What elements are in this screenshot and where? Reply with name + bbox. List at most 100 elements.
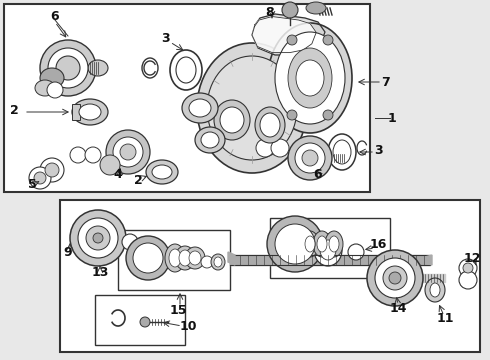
Ellipse shape xyxy=(56,56,80,80)
Ellipse shape xyxy=(185,247,205,269)
Ellipse shape xyxy=(329,236,339,252)
Ellipse shape xyxy=(72,99,108,125)
Ellipse shape xyxy=(122,234,138,250)
Ellipse shape xyxy=(287,35,297,45)
Ellipse shape xyxy=(201,132,219,148)
Text: 3: 3 xyxy=(161,31,170,45)
Ellipse shape xyxy=(179,250,191,266)
Ellipse shape xyxy=(260,113,280,137)
Ellipse shape xyxy=(86,226,110,250)
Bar xyxy=(60,200,480,352)
Polygon shape xyxy=(252,17,316,53)
Ellipse shape xyxy=(383,266,407,290)
Ellipse shape xyxy=(47,82,63,98)
Text: 6: 6 xyxy=(314,168,322,181)
Bar xyxy=(72,104,80,120)
Ellipse shape xyxy=(425,278,445,302)
Ellipse shape xyxy=(459,271,477,289)
Ellipse shape xyxy=(389,272,401,284)
Ellipse shape xyxy=(201,256,213,268)
Ellipse shape xyxy=(189,99,211,117)
Ellipse shape xyxy=(256,139,274,157)
Ellipse shape xyxy=(79,104,101,120)
Ellipse shape xyxy=(333,140,351,164)
Ellipse shape xyxy=(214,100,250,140)
Ellipse shape xyxy=(40,40,96,96)
Ellipse shape xyxy=(430,283,440,297)
Ellipse shape xyxy=(320,240,336,260)
Ellipse shape xyxy=(267,216,323,272)
Ellipse shape xyxy=(367,250,423,306)
Ellipse shape xyxy=(140,317,150,327)
Ellipse shape xyxy=(328,134,356,170)
Ellipse shape xyxy=(296,60,324,96)
Text: 6: 6 xyxy=(50,9,59,22)
Ellipse shape xyxy=(126,236,170,280)
Ellipse shape xyxy=(45,163,59,177)
Ellipse shape xyxy=(197,43,307,173)
Ellipse shape xyxy=(295,143,325,173)
Ellipse shape xyxy=(305,236,315,252)
Ellipse shape xyxy=(93,233,103,243)
Ellipse shape xyxy=(170,50,202,90)
Ellipse shape xyxy=(207,56,297,160)
Text: 7: 7 xyxy=(381,76,390,89)
Ellipse shape xyxy=(113,137,143,167)
Ellipse shape xyxy=(313,231,331,257)
Text: 12: 12 xyxy=(463,252,481,265)
Text: 8: 8 xyxy=(266,5,274,18)
Text: 11: 11 xyxy=(436,311,454,324)
Text: 10: 10 xyxy=(179,320,197,333)
Polygon shape xyxy=(228,252,235,265)
Text: 2: 2 xyxy=(10,104,19,117)
Ellipse shape xyxy=(40,68,64,88)
Ellipse shape xyxy=(255,107,285,143)
Bar xyxy=(270,218,390,278)
Ellipse shape xyxy=(282,2,298,18)
Ellipse shape xyxy=(323,110,333,120)
Ellipse shape xyxy=(275,224,315,264)
Text: 2: 2 xyxy=(134,174,143,186)
Ellipse shape xyxy=(29,167,51,189)
Ellipse shape xyxy=(106,130,150,174)
Text: 13: 13 xyxy=(91,266,109,279)
Ellipse shape xyxy=(288,136,332,180)
Ellipse shape xyxy=(348,244,364,260)
Bar xyxy=(4,4,370,192)
Ellipse shape xyxy=(271,139,289,157)
Bar xyxy=(95,295,185,345)
Ellipse shape xyxy=(302,150,318,166)
Ellipse shape xyxy=(459,259,477,277)
Ellipse shape xyxy=(120,144,136,160)
Bar xyxy=(118,230,230,290)
Ellipse shape xyxy=(323,35,333,45)
Ellipse shape xyxy=(287,110,297,120)
Ellipse shape xyxy=(275,32,345,124)
Ellipse shape xyxy=(70,147,86,163)
Ellipse shape xyxy=(195,127,225,153)
Ellipse shape xyxy=(169,249,181,267)
Ellipse shape xyxy=(182,93,218,123)
Ellipse shape xyxy=(301,231,319,257)
Ellipse shape xyxy=(146,160,178,184)
Ellipse shape xyxy=(317,236,327,252)
Ellipse shape xyxy=(100,155,120,175)
Ellipse shape xyxy=(165,244,185,272)
Ellipse shape xyxy=(34,172,46,184)
Text: 14: 14 xyxy=(389,302,407,315)
Ellipse shape xyxy=(133,243,163,273)
Ellipse shape xyxy=(314,234,342,266)
Ellipse shape xyxy=(288,48,332,108)
Ellipse shape xyxy=(325,231,343,257)
Ellipse shape xyxy=(78,218,118,258)
Ellipse shape xyxy=(176,57,196,83)
Text: 5: 5 xyxy=(27,177,36,190)
Ellipse shape xyxy=(268,23,352,133)
Ellipse shape xyxy=(463,263,473,273)
Ellipse shape xyxy=(40,158,64,182)
Ellipse shape xyxy=(220,107,244,133)
Ellipse shape xyxy=(189,251,201,265)
Ellipse shape xyxy=(88,60,108,76)
Ellipse shape xyxy=(35,80,55,96)
Text: 1: 1 xyxy=(388,112,396,125)
